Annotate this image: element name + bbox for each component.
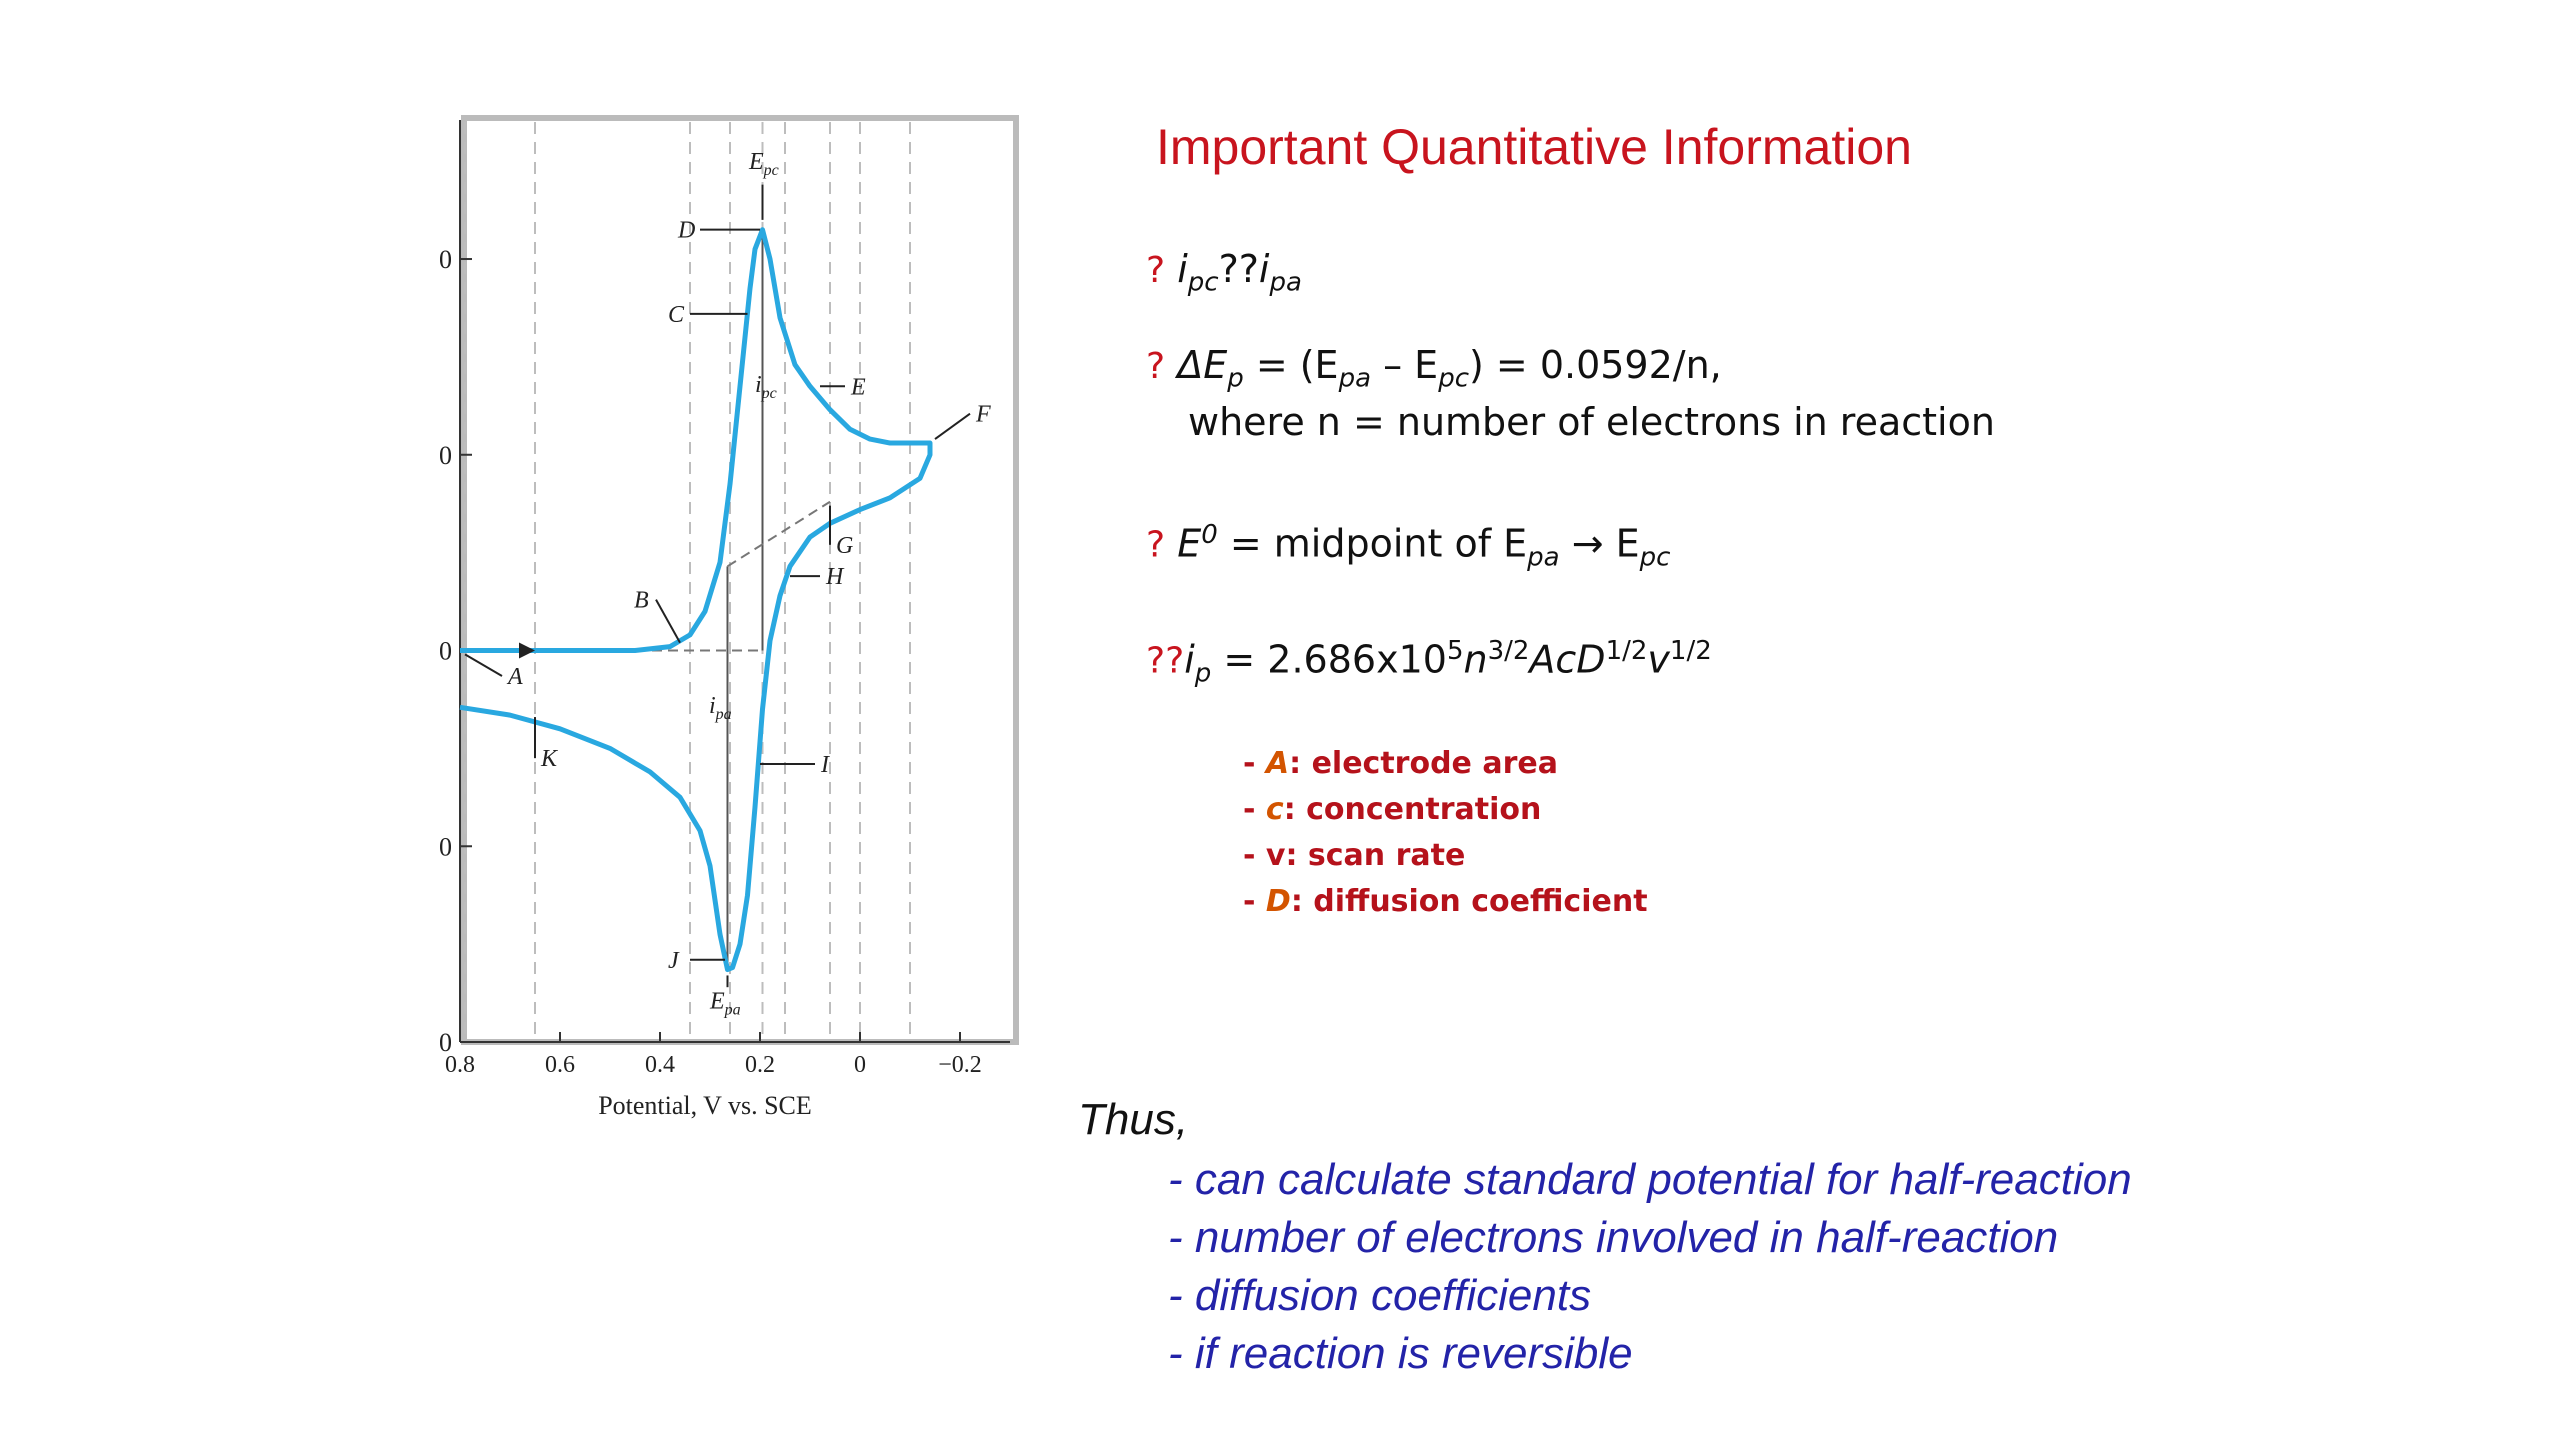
point-label-a-leader	[464, 653, 503, 677]
conclusion-item: - number of electrons involved in half-r…	[1168, 1213, 2059, 1262]
point-label-f-leader	[934, 412, 971, 440]
x-tick-label: 0.2	[745, 1052, 775, 1078]
cyclic-voltammogram-figure: 20 10 0 −10 −200.8 0.6 0.4 0.2 0 −0.2 Potential, V…	[440, 110, 1020, 1150]
label-e-pc: Epc	[748, 149, 779, 179]
label-i-pa: ipa	[709, 693, 732, 723]
y-tick-label: 10	[440, 441, 452, 470]
point-label-c: C	[668, 302, 685, 328]
legend-item: - c: concentration	[1243, 792, 1542, 827]
bullet-randles-sevcik: ??ip = 2.686x105n3/2AcD1/2v1/2	[1146, 636, 1712, 689]
point-label-d: D	[677, 218, 695, 244]
legend-item: - A: electrode area	[1243, 746, 1558, 781]
point-label-h: H	[825, 564, 845, 590]
bullet-delta-ep-line2: where n = number of electrons in reactio…	[1188, 400, 1995, 444]
bullet-e0-midpoint: ? E0 = midpoint of Epa → Epc	[1146, 520, 1671, 573]
y-tick-label: 20	[440, 245, 452, 274]
legend-item: - v: scan rate	[1243, 838, 1466, 873]
conclusion-item: - if reaction is reversible	[1168, 1329, 1633, 1378]
conclusion-item: - diffusion coefficients	[1168, 1271, 1592, 1320]
point-label-k: K	[540, 746, 559, 772]
chart-svg: 20 10 0 −10 −200.8 0.6 0.4 0.2 0 −0.2 Potential, V…	[440, 115, 1019, 1120]
y-tick-label: −20	[440, 1028, 452, 1057]
cv-curve	[459, 227, 933, 973]
y-tick-label: 0	[440, 637, 452, 666]
bullet-glyph: ?	[1146, 250, 1166, 291]
scan-direction-arrow	[519, 642, 535, 659]
x-tick-label: 0.8	[445, 1052, 475, 1078]
x-tick-label: 0.6	[545, 1052, 575, 1078]
bullet-delta-ep: ? ΔEp = (Epa – Epc) = 0.0592/n,	[1146, 343, 1722, 394]
point-label-a: A	[506, 664, 523, 690]
x-tick-label: 0	[854, 1052, 866, 1078]
label-e-pa: Epa	[709, 989, 741, 1019]
extrapolated-baseline	[726, 500, 831, 568]
x-axis-label: Potential, V vs. SCE	[598, 1091, 812, 1120]
label-i-pc: ipc	[755, 372, 777, 402]
point-label-f: F	[975, 402, 991, 428]
point-label-b: B	[634, 588, 649, 614]
point-label-b-leader	[655, 599, 681, 644]
legend-item: - D: diffusion coefficient	[1243, 884, 1648, 919]
conclusion-item: - can calculate standard potential for h…	[1168, 1155, 2132, 1204]
point-label-e: E	[850, 374, 866, 400]
bullet-ipc-ipa: ? ipc??ipa	[1146, 247, 1302, 298]
x-tick-label: 0.4	[645, 1052, 675, 1078]
point-label-i: I	[820, 752, 830, 778]
point-label-j: J	[668, 948, 680, 974]
point-label-g: G	[836, 533, 853, 559]
thus-label: Thus,	[1078, 1095, 1189, 1144]
slide-title: Important Quantitative Information	[1156, 119, 1912, 175]
y-tick-label: −10	[440, 832, 452, 861]
frame-shadow	[461, 115, 1019, 1045]
x-tick-label: −0.2	[938, 1052, 982, 1078]
